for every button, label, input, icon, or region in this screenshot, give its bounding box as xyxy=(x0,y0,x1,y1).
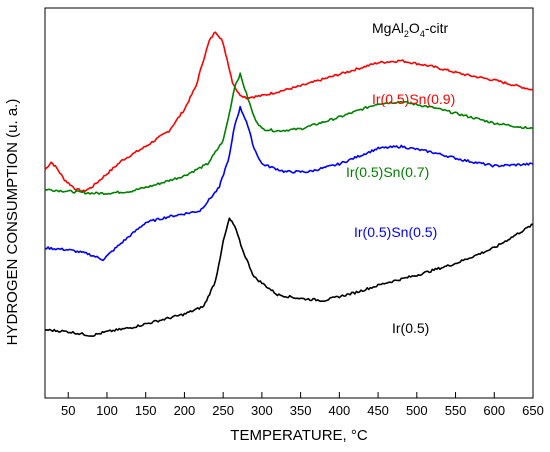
x-tick-label: 100 xyxy=(96,403,118,418)
chart-title-mid: O xyxy=(409,20,420,36)
chart-title-base: MgAl xyxy=(372,20,404,36)
x-tick-label: 50 xyxy=(61,403,75,418)
series-label-2: Ir(0.5)Sn(0.5) xyxy=(354,224,437,240)
x-tick-label: 500 xyxy=(406,403,428,418)
chart-title-tail: -citr xyxy=(425,20,449,36)
x-tick-label: 650 xyxy=(522,403,544,418)
x-tick-label: 400 xyxy=(328,403,350,418)
x-tick-label: 150 xyxy=(135,403,157,418)
x-tick-label: 250 xyxy=(212,403,234,418)
series-line-3 xyxy=(44,217,534,338)
x-tick-label: 200 xyxy=(174,403,196,418)
x-tick-label: 450 xyxy=(367,403,389,418)
x-axis-title: TEMPERATURE, °C xyxy=(230,427,368,444)
x-tick-label: 600 xyxy=(483,403,505,418)
x-tick-label: 350 xyxy=(290,403,312,418)
x-tick-label: 300 xyxy=(251,403,273,418)
series-line-2 xyxy=(44,105,534,262)
series-line-0 xyxy=(44,31,534,193)
series-layer xyxy=(44,31,534,338)
chart-title-sub1: 2 xyxy=(404,29,409,39)
chart-title: MgAl2O4-citr xyxy=(372,20,448,39)
x-axis-ticks: 50 100 150 200 250 300 350 400 450 500 550 600 650 xyxy=(61,392,544,418)
series-label-0: Ir(0.5)Sn(0.9) xyxy=(372,91,455,107)
plot-area-frame xyxy=(44,7,534,399)
series-labels: Ir(0.5)Sn(0.9) Ir(0.5)Sn(0.7) Ir(0.5)Sn(0.… xyxy=(346,91,455,336)
chart-title-sub2: 4 xyxy=(420,29,425,39)
series-label-3: Ir(0.5) xyxy=(392,320,429,336)
series-label-1: Ir(0.5)Sn(0.7) xyxy=(346,164,429,180)
series-line-1 xyxy=(44,72,534,196)
y-axis-title: HYDROGEN CONSUMPTION (u. a.) xyxy=(4,99,21,346)
x-tick-label: 550 xyxy=(445,403,467,418)
